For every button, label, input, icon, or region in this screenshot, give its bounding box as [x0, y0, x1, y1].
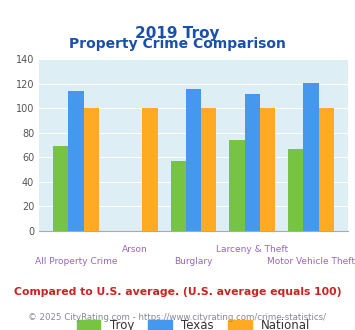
Text: Larceny & Theft: Larceny & Theft: [216, 245, 288, 254]
Bar: [318, 109, 334, 231]
Legend: Troy, Texas, National: Troy, Texas, National: [77, 319, 310, 330]
Bar: [186, 89, 201, 231]
Bar: [84, 109, 99, 231]
Bar: [69, 91, 84, 231]
Text: 2019 Troy: 2019 Troy: [135, 26, 220, 41]
Bar: [229, 140, 245, 231]
Bar: [201, 109, 217, 231]
Text: All Property Crime: All Property Crime: [35, 257, 117, 266]
Bar: [260, 109, 275, 231]
Text: Motor Vehicle Theft: Motor Vehicle Theft: [267, 257, 355, 266]
Text: Compared to U.S. average. (U.S. average equals 100): Compared to U.S. average. (U.S. average …: [14, 287, 341, 297]
Bar: [303, 83, 318, 231]
Bar: [53, 147, 69, 231]
Bar: [288, 149, 303, 231]
Text: Arson: Arson: [122, 245, 148, 254]
Text: Property Crime Comparison: Property Crime Comparison: [69, 37, 286, 51]
Text: © 2025 CityRating.com - https://www.cityrating.com/crime-statistics/: © 2025 CityRating.com - https://www.city…: [28, 313, 327, 322]
Bar: [245, 94, 260, 231]
Bar: [170, 161, 186, 231]
Text: Burglary: Burglary: [174, 257, 213, 266]
Bar: [142, 109, 158, 231]
